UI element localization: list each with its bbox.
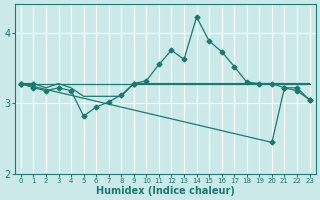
X-axis label: Humidex (Indice chaleur): Humidex (Indice chaleur) (96, 186, 235, 196)
